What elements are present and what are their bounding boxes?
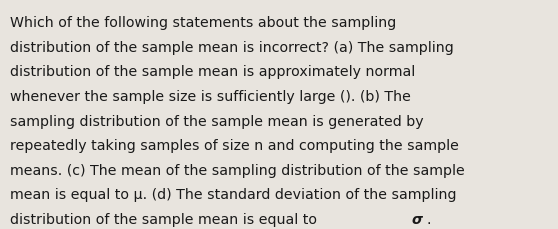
Text: distribution of the sample mean is approximately normal: distribution of the sample mean is appro… xyxy=(10,65,415,79)
Text: distribution of the sample mean is incorrect? (a) The sampling: distribution of the sample mean is incor… xyxy=(10,41,454,55)
Text: repeatedly taking samples of size n and computing the sample: repeatedly taking samples of size n and … xyxy=(10,139,459,153)
Text: sampling distribution of the sample mean is generated by: sampling distribution of the sample mean… xyxy=(10,114,424,128)
Text: mean is equal to μ. (d) The standard deviation of the sampling: mean is equal to μ. (d) The standard dev… xyxy=(10,188,456,202)
Text: σ: σ xyxy=(412,212,423,226)
Text: means. (c) The mean of the sampling distribution of the sample: means. (c) The mean of the sampling dist… xyxy=(10,163,465,177)
Text: Which of the following statements about the sampling: Which of the following statements about … xyxy=(10,16,396,30)
Text: .: . xyxy=(426,212,431,226)
Text: whenever the sample size is sufficiently large (). (b) The: whenever the sample size is sufficiently… xyxy=(10,90,411,104)
Text: distribution of the sample mean is equal to: distribution of the sample mean is equal… xyxy=(10,212,321,226)
